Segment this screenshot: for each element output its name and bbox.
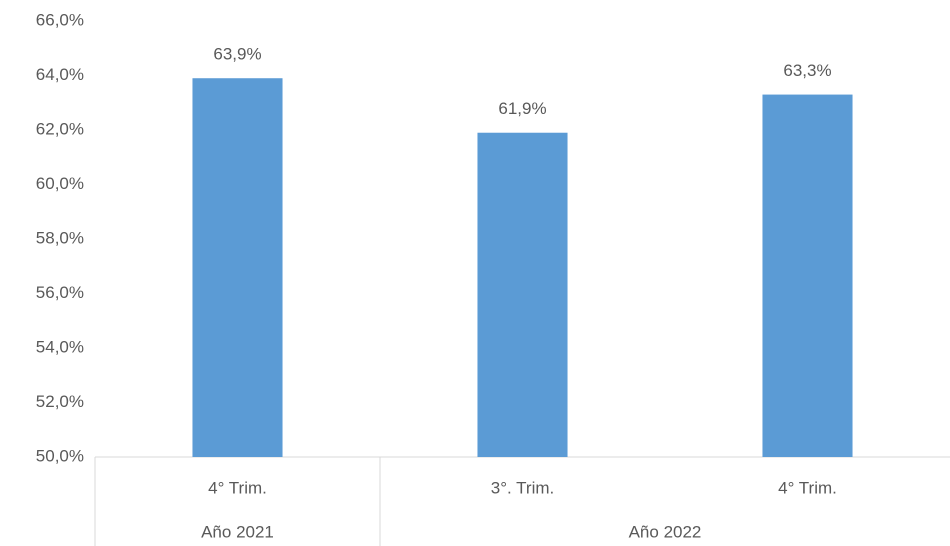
bar: [762, 94, 853, 457]
x-tick-label: 4° Trim.: [208, 478, 267, 497]
x-tick-label: 3°. Trim.: [491, 478, 554, 497]
group-label: Año 2022: [629, 522, 702, 541]
y-tick-label: 60,0%: [36, 174, 84, 193]
y-tick-label: 66,0%: [36, 10, 84, 29]
y-tick-label: 56,0%: [36, 283, 84, 302]
y-tick-label: 50,0%: [36, 446, 84, 465]
value-label: 63,3%: [783, 61, 831, 80]
value-label: 61,9%: [498, 99, 546, 118]
bar: [477, 132, 568, 457]
y-tick-label: 62,0%: [36, 119, 84, 138]
y-tick-label: 52,0%: [36, 392, 84, 411]
value-label: 63,9%: [213, 45, 261, 64]
x-tick-label: 4° Trim.: [778, 478, 837, 497]
y-tick-label: 54,0%: [36, 337, 84, 356]
bar: [192, 78, 283, 457]
y-tick-label: 64,0%: [36, 65, 84, 84]
y-tick-label: 58,0%: [36, 228, 84, 247]
group-label: Año 2021: [201, 522, 274, 541]
